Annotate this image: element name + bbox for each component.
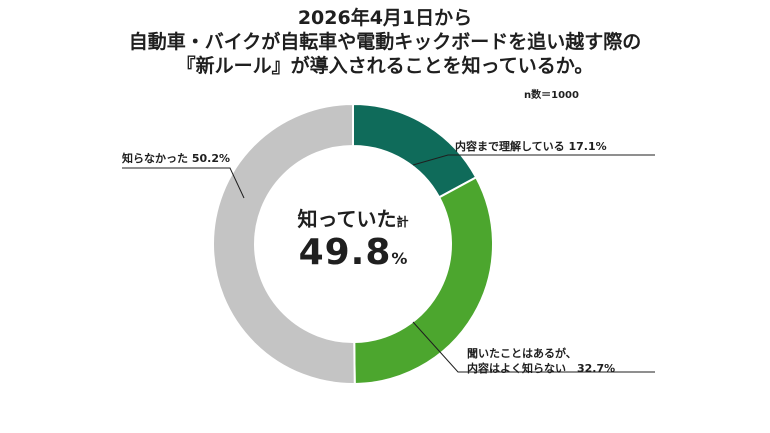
slice-label-heard-line-2: 内容はよく知らない 32.7% <box>467 362 616 375</box>
center-value-unit: % <box>391 249 408 268</box>
chart-title: 2026年4月1日から 自動車・バイクが自転車や電動キックボードを追い越す際の … <box>0 6 770 78</box>
title-line-2: 自動車・バイクが自転車や電動キックボードを追い越す際の <box>128 31 642 53</box>
slice-heard-not-understood <box>353 175 494 386</box>
leader-line-unaware <box>122 167 245 199</box>
slice-unaware <box>212 102 356 385</box>
center-label-knew-main: 知っていた <box>297 207 397 231</box>
center-value-number: 49.8 <box>298 232 392 273</box>
slice-label-heard: 聞いたことはあるが、 内容はよく知らない 32.7% <box>467 346 615 376</box>
leader-lines <box>122 154 655 373</box>
donut-slices <box>212 102 494 386</box>
slice-label-unaware: 知らなかった 50.2% <box>122 152 230 165</box>
slice-label-understood: 内容まで理解している 17.1% <box>455 140 607 153</box>
center-value: 49.8% <box>263 232 443 273</box>
title-line-1: 2026年4月1日から <box>297 7 473 29</box>
leader-line-understood <box>412 154 655 166</box>
leader-line-heard <box>412 321 655 373</box>
slice-label-heard-line-1: 聞いたことはあるが、 <box>467 347 577 360</box>
sample-size-label: n数＝1000 <box>524 90 579 101</box>
center-label-knew: 知っていた計 <box>263 203 443 232</box>
center-label-knew-total: 計 <box>396 215 409 229</box>
title-line-3: 『新ルール』が導入されることを知っているか。 <box>176 55 594 77</box>
